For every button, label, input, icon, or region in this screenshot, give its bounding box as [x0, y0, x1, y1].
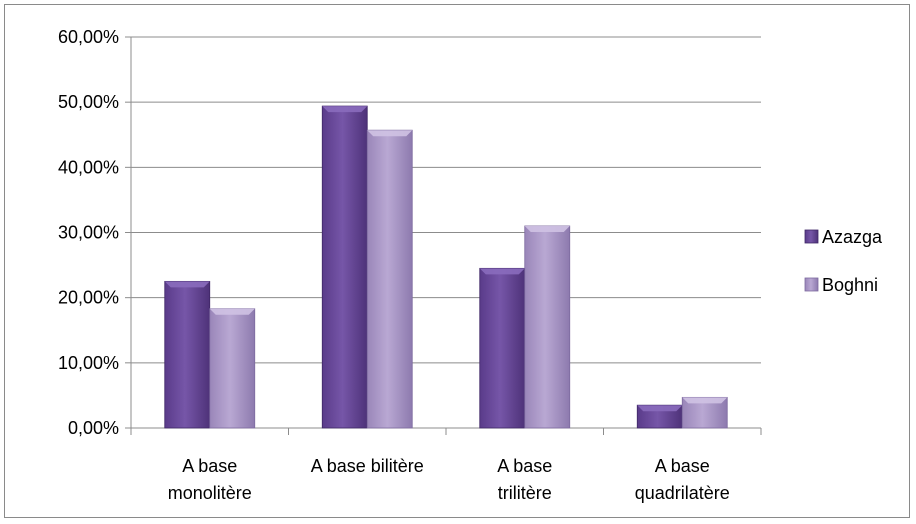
y-tick-label: 30,00% — [58, 223, 119, 243]
bar-azazga — [479, 267, 526, 429]
y-tick-label: 60,00% — [58, 27, 119, 47]
y-tick-label: 20,00% — [58, 288, 119, 308]
bar-azazga — [636, 404, 683, 429]
bar-boghni — [366, 129, 413, 429]
chart-frame — [4, 4, 910, 518]
x-category-label: A base bilitère — [311, 456, 424, 476]
x-category-label: A base — [655, 456, 710, 476]
y-tick-label: 40,00% — [58, 157, 119, 177]
x-category-label: monolitère — [168, 483, 252, 503]
bar-boghni — [524, 225, 571, 429]
x-category-label: A base — [182, 456, 237, 476]
legend-label: Azazga — [822, 227, 883, 247]
x-category-label: quadrilatère — [635, 483, 730, 503]
bar-azazga — [164, 280, 211, 429]
y-tick-label: 0,00% — [68, 418, 119, 438]
tick-labels: 0,00% 10,00% 20,00% 30,00% 40,00% 50,00% 60,00… — [58, 27, 730, 503]
y-tick-label: 50,00% — [58, 92, 119, 112]
bar-boghni — [681, 396, 728, 429]
bar-boghni — [209, 308, 256, 429]
legend-swatch — [804, 277, 819, 292]
bars — [164, 105, 728, 429]
legend: Azazga Boghni — [804, 227, 883, 295]
legend-item-azazga: Azazga — [804, 227, 883, 247]
bar-azazga — [321, 105, 368, 429]
legend-label: Boghni — [822, 275, 878, 295]
x-category-label: trilitère — [498, 483, 552, 503]
y-tick-label: 10,00% — [58, 353, 119, 373]
legend-item-boghni: Boghni — [804, 275, 878, 295]
legend-swatch — [804, 229, 819, 244]
x-category-label: A base — [497, 456, 552, 476]
